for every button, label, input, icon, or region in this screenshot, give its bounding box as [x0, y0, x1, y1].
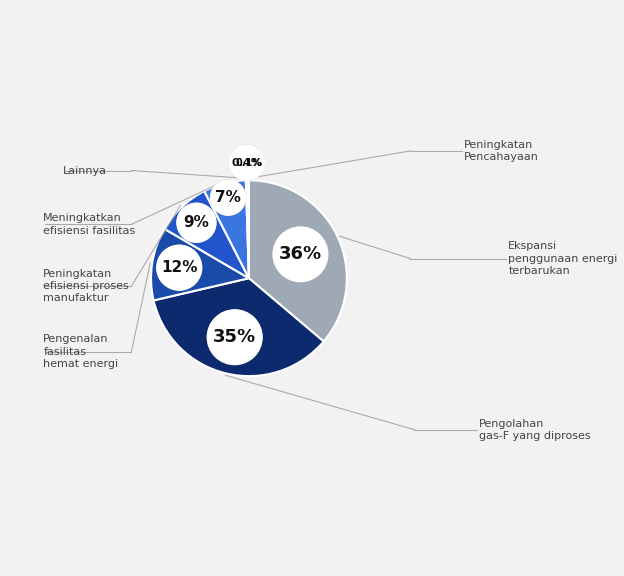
Circle shape	[233, 147, 264, 179]
Text: 36%: 36%	[279, 245, 322, 263]
Wedge shape	[204, 180, 249, 278]
Text: Peningkatan
efisiensi proses
manufaktur: Peningkatan efisiensi proses manufaktur	[43, 268, 129, 304]
Text: 0.1%: 0.1%	[235, 158, 262, 168]
Text: Ekspansi
penggunaan energi
terbarukan: Ekspansi penggunaan energi terbarukan	[509, 241, 618, 276]
Circle shape	[177, 203, 216, 242]
Text: 0.4%: 0.4%	[232, 158, 262, 168]
Circle shape	[210, 180, 246, 215]
Wedge shape	[164, 191, 249, 278]
Circle shape	[157, 245, 202, 290]
Wedge shape	[151, 229, 249, 301]
Text: 12%: 12%	[161, 260, 197, 275]
Text: Pengenalan
fasilitas
hemat energi: Pengenalan fasilitas hemat energi	[43, 334, 119, 369]
Text: 35%: 35%	[213, 328, 256, 346]
Wedge shape	[246, 180, 249, 278]
Text: Meningkatkan
efisiensi fasilitas: Meningkatkan efisiensi fasilitas	[43, 213, 135, 236]
Circle shape	[229, 145, 265, 180]
Text: 7%: 7%	[215, 190, 241, 205]
Circle shape	[207, 310, 262, 365]
Text: 9%: 9%	[183, 215, 210, 230]
Text: Peningkatan
Pencahayaan: Peningkatan Pencahayaan	[464, 140, 539, 162]
Wedge shape	[154, 278, 324, 376]
Text: Pengolahan
gas-F yang diproses: Pengolahan gas-F yang diproses	[479, 419, 591, 441]
Wedge shape	[249, 180, 347, 342]
Text: Lainnya: Lainnya	[63, 165, 107, 176]
Circle shape	[273, 227, 328, 282]
